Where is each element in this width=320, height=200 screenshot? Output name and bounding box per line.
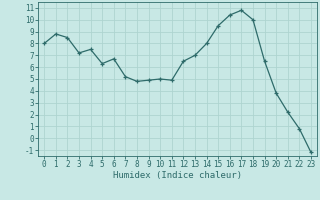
X-axis label: Humidex (Indice chaleur): Humidex (Indice chaleur)	[113, 171, 242, 180]
